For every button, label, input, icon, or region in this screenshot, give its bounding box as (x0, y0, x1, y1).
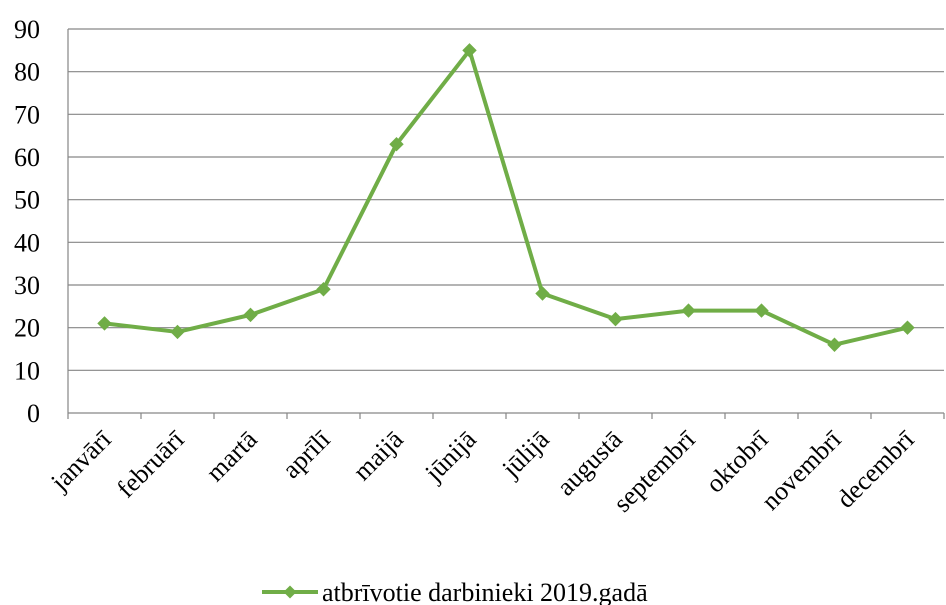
x-tick-label: janvārī (44, 424, 117, 497)
data-point-marker (827, 337, 842, 352)
y-tick-label: 20 (14, 314, 40, 343)
series-line (104, 48, 908, 347)
data-point-marker (389, 136, 404, 152)
y-tick-label: 10 (14, 356, 40, 385)
y-tick-label: 70 (14, 100, 40, 129)
legend: atbrīvotie darbinieki 2019.gadā (262, 578, 648, 605)
data-point-marker (243, 307, 258, 323)
series-group (97, 43, 915, 352)
data-point-marker (900, 320, 915, 335)
legend-label: atbrīvotie darbinieki 2019.gadā (322, 578, 648, 605)
x-tick-label: aprīlī (276, 424, 336, 484)
x-tick-label: decembrī (831, 424, 920, 513)
data-point-marker (608, 311, 623, 327)
x-tick-label: februārī (111, 424, 190, 503)
data-point-marker (681, 303, 696, 318)
x-tick-label: maijā (347, 424, 409, 486)
y-tick-label: 0 (27, 399, 40, 428)
data-point-marker (97, 316, 112, 331)
y-axis-tick-labels: 0 10 20 30 40 50 60 70 80 90 (14, 15, 40, 428)
y-tick-label: 60 (14, 143, 40, 172)
data-point-marker (316, 282, 331, 297)
y-tick-label: 30 (14, 271, 40, 300)
data-point-marker (170, 324, 185, 340)
data-point-marker (754, 303, 769, 318)
y-tick-label: 50 (14, 186, 40, 215)
y-tick-label: 90 (14, 15, 40, 44)
x-tick-label: martā (200, 424, 263, 487)
x-tick-label: novembrī (756, 424, 848, 516)
y-tick-label: 80 (14, 58, 40, 87)
data-point-marker (462, 43, 477, 58)
legend-diamond-marker (283, 585, 297, 599)
y-tick-label: 40 (14, 228, 40, 257)
x-tick-label: jūnijā (419, 424, 482, 487)
gridlines (67, 28, 944, 413)
x-tick-label: jūlijā (496, 424, 555, 483)
x-tick-label: septembrī (608, 424, 702, 518)
data-point-marker (535, 286, 550, 301)
